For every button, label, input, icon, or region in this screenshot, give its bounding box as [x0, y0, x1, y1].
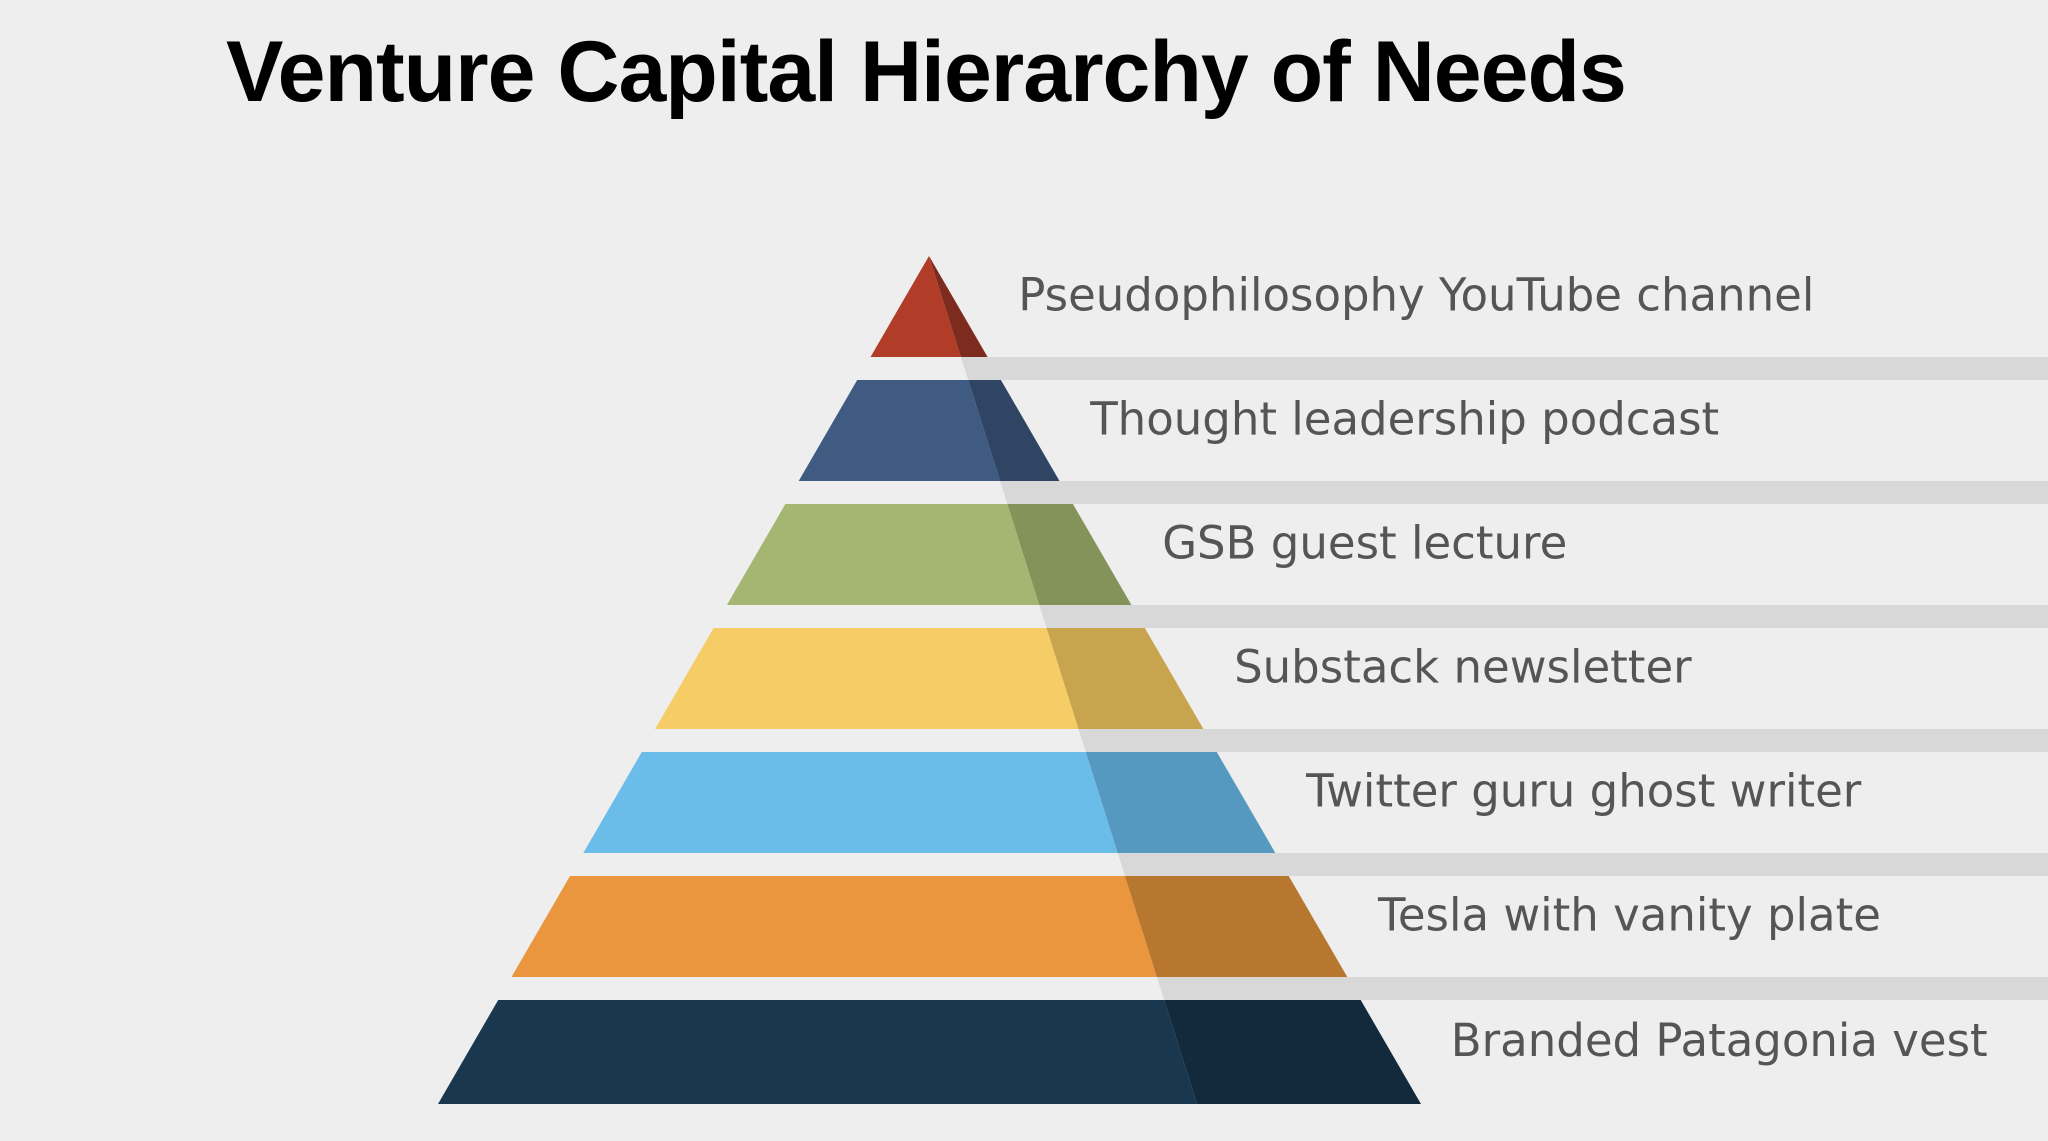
- tier-substack-newsletter-side: [1046, 628, 1204, 729]
- separator-band-6: [1156, 977, 2048, 1000]
- tier-label-twitter-guru-ghost-writer: Twitter guru ghost writer: [1305, 765, 1862, 818]
- separator-band-5: [1117, 853, 2048, 876]
- separator-band-1: [960, 357, 2048, 380]
- page-title: Venture Capital Hierarchy of Needs: [226, 24, 1627, 120]
- tier-thought-leadership-podcast-front: [798, 380, 1001, 481]
- tier-branded-patagonia-vest-side: [1164, 1000, 1421, 1104]
- tier-tesla-with-vanity-plate-side: [1124, 876, 1348, 977]
- tier-label-gsb-guest-lecture: GSB guest lecture: [1162, 517, 1567, 570]
- tier-branded-patagonia-vest-front: [438, 1000, 1197, 1104]
- separator-bands: [960, 357, 2048, 1000]
- tier-label-branded-patagonia-vest: Branded Patagonia vest: [1451, 1014, 1988, 1067]
- pyramid-tiers: [438, 256, 1421, 1104]
- separator-band-3: [1039, 605, 2048, 628]
- separator-band-2: [1000, 481, 2048, 504]
- tier-pseudophilosophy-youtube-channel-front: [870, 256, 961, 357]
- tier-thought-leadership-podcast-side: [968, 380, 1060, 481]
- tier-gsb-guest-lecture-front: [726, 504, 1040, 605]
- tier-substack-newsletter-front: [655, 628, 1079, 729]
- tier-twitter-guru-ghost-writer-front: [583, 752, 1118, 853]
- tier-gsb-guest-lecture-side: [1007, 504, 1132, 605]
- separator-band-4: [1078, 729, 2048, 752]
- tier-tesla-with-vanity-plate-front: [511, 876, 1157, 977]
- tier-label-thought-leadership-podcast: Thought leadership podcast: [1089, 393, 1719, 446]
- tier-twitter-guru-ghost-writer-side: [1085, 752, 1276, 853]
- tier-label-substack-newsletter: Substack newsletter: [1234, 641, 1692, 694]
- tier-labels: Pseudophilosophy YouTube channel Thought …: [1018, 269, 1987, 1068]
- tier-pseudophilosophy-youtube-channel-side: [929, 256, 988, 357]
- tier-label-pseudophilosophy-youtube-channel: Pseudophilosophy YouTube channel: [1018, 269, 1814, 322]
- tier-label-tesla-with-vanity-plate: Tesla with vanity plate: [1377, 889, 1881, 942]
